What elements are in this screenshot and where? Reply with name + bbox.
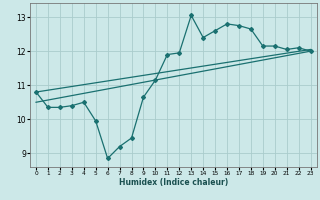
X-axis label: Humidex (Indice chaleur): Humidex (Indice chaleur) xyxy=(119,178,228,187)
